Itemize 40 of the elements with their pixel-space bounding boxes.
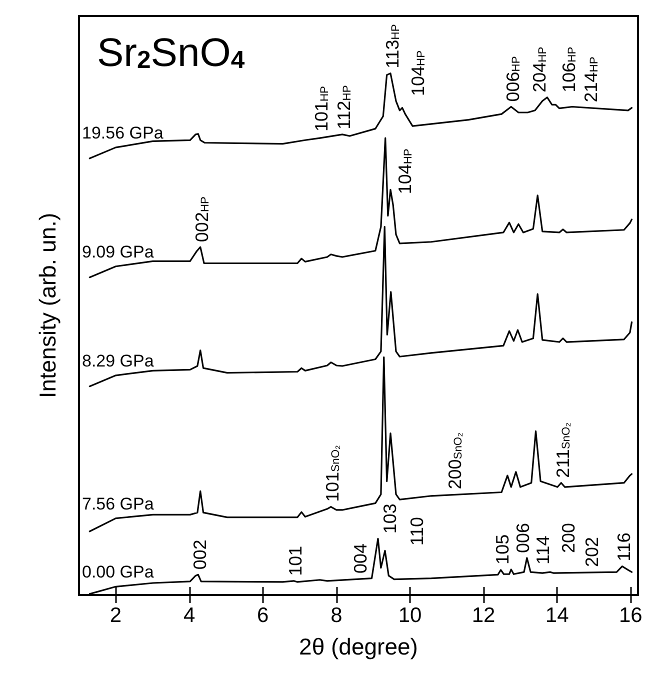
annotation: 004 (350, 543, 370, 574)
annotation: 113HP (382, 24, 402, 68)
series-label: 8.29 GPa (82, 351, 154, 370)
x-tick-label: 14 (545, 604, 570, 627)
annotation: 114 (532, 536, 553, 564)
series-label: 7.56 GPa (82, 494, 154, 514)
x-tick-label: 12 (472, 604, 496, 627)
annotation: 104HP (408, 50, 428, 96)
annotation: 110 (406, 516, 427, 546)
x-tick-label: 4 (183, 604, 196, 627)
annotation: 204HP (529, 46, 550, 92)
annotation: 200SnO₂ (445, 432, 466, 490)
x-tick-label: 8 (330, 604, 342, 627)
series-label: 19.56 GPa (82, 123, 164, 142)
annotation: 006 (512, 522, 533, 553)
series-label: 0.00 GPa (82, 562, 154, 582)
x-axis-title: 2θ (degree) (299, 634, 418, 660)
annotation: 104HP (394, 148, 415, 194)
annotation: 211SnO₂ (552, 422, 573, 478)
annotation: 106HP (558, 46, 579, 92)
annotation: 105 (492, 534, 513, 564)
y-axis-title: Intensity (arb. un.) (34, 212, 60, 398)
series-label: 9.09 GPa (82, 242, 154, 262)
annotation: 006HP (502, 56, 523, 102)
annotation: 101SnO₂ (322, 445, 343, 502)
annotation: 101HP (312, 86, 332, 132)
annotation: 202 (582, 537, 602, 568)
annotation: 112HP (334, 85, 354, 130)
annotation: 101 (286, 546, 306, 576)
x-tick-label: 2 (110, 604, 122, 627)
annotation: 214HP (581, 56, 602, 102)
annotation: 116 (614, 532, 634, 562)
x-tick-label: 16 (618, 604, 642, 627)
x-tick-label: 6 (257, 604, 269, 627)
annotation: 103 (380, 504, 400, 534)
annotation: 200 (558, 522, 579, 553)
annotation: 002HP (192, 196, 212, 242)
x-tick-label: 10 (398, 604, 422, 627)
annotation: 002 (190, 540, 210, 570)
chart-title: Sr2SnO4 (97, 31, 245, 75)
